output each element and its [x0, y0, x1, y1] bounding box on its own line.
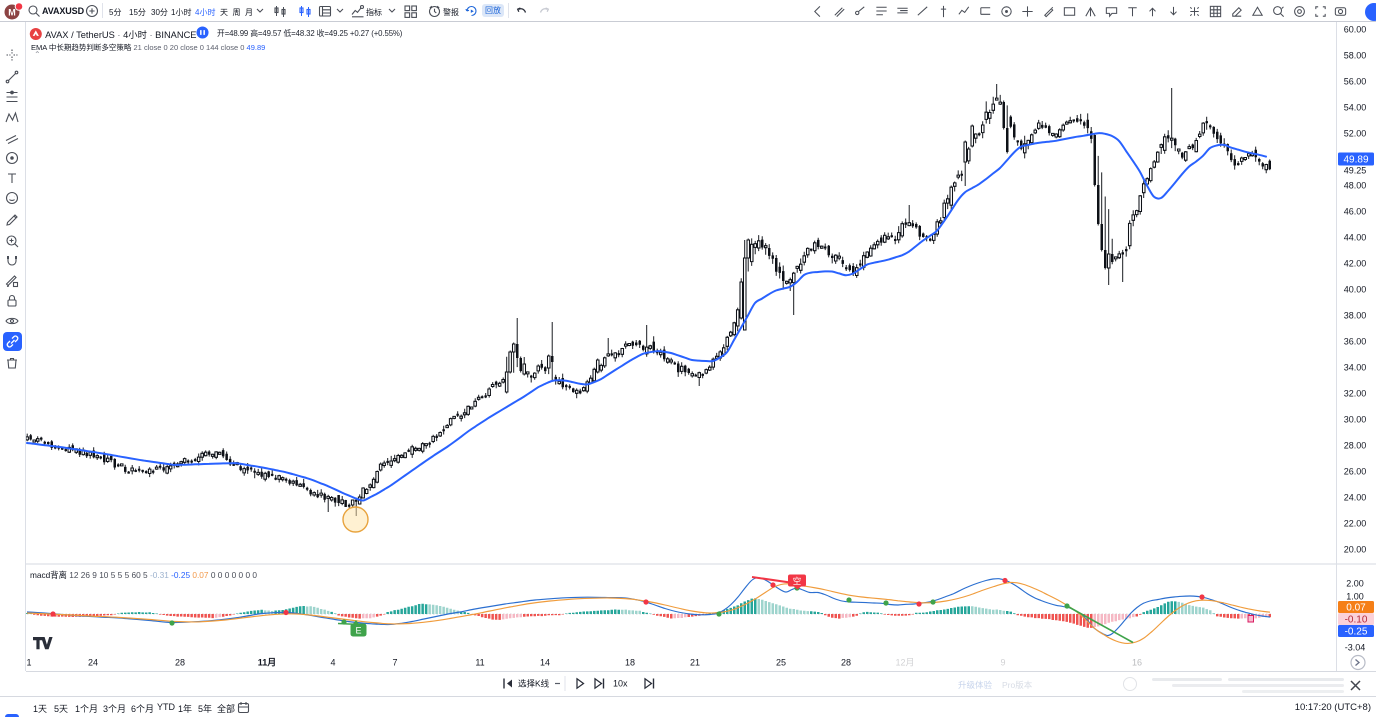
- svg-text:-3.04: -3.04: [1345, 643, 1366, 653]
- svg-text:60.00: 60.00: [1344, 25, 1367, 35]
- svg-text:11: 11: [475, 658, 484, 668]
- svg-text:54.00: 54.00: [1344, 103, 1367, 113]
- svg-text:E: E: [355, 626, 361, 636]
- svg-text:16: 16: [1132, 658, 1142, 668]
- svg-text:56.00: 56.00: [1344, 77, 1367, 87]
- svg-text:14: 14: [540, 658, 550, 668]
- svg-text:36.00: 36.00: [1344, 337, 1367, 347]
- svg-text:58.00: 58.00: [1344, 51, 1367, 61]
- svg-text:22.00: 22.00: [1344, 519, 1367, 529]
- svg-text:28: 28: [841, 658, 851, 668]
- svg-text:0.07: 0.07: [1346, 603, 1366, 614]
- svg-text:49.89: 49.89: [1343, 155, 1368, 166]
- svg-text:40.00: 40.00: [1344, 285, 1367, 295]
- svg-text:44.00: 44.00: [1344, 233, 1367, 243]
- svg-text:1.00: 1.00: [1346, 592, 1364, 602]
- svg-text:1: 1: [26, 658, 31, 668]
- svg-text:38.00: 38.00: [1344, 311, 1367, 321]
- svg-text:28.00: 28.00: [1344, 441, 1367, 451]
- svg-text:26.00: 26.00: [1344, 467, 1367, 477]
- svg-text:9: 9: [1000, 658, 1005, 668]
- svg-text:-0.25: -0.25: [1345, 627, 1368, 638]
- svg-text:空: 空: [793, 576, 802, 586]
- svg-text:32.00: 32.00: [1344, 389, 1367, 399]
- svg-text:34.00: 34.00: [1344, 363, 1367, 373]
- svg-text:30.00: 30.00: [1344, 415, 1367, 425]
- svg-text:M: M: [8, 7, 16, 17]
- svg-text:25: 25: [776, 658, 786, 668]
- svg-text:7: 7: [392, 658, 397, 668]
- svg-text:macd背离 12 26 9 10 5 5 5 60 5 -: macd背离 12 26 9 10 5 5 5 60 5 -0.31 -0.25…: [30, 570, 257, 580]
- svg-text:52.00: 52.00: [1344, 129, 1367, 139]
- svg-text:28: 28: [175, 658, 185, 668]
- svg-text:46.00: 46.00: [1344, 207, 1367, 217]
- svg-text:49.25: 49.25: [1344, 166, 1367, 176]
- svg-text:选择K线: 选择K线: [518, 679, 550, 689]
- svg-text:11月: 11月: [258, 658, 277, 668]
- svg-text:12月: 12月: [895, 658, 914, 668]
- svg-text:42.00: 42.00: [1344, 259, 1367, 269]
- svg-text:10x: 10x: [613, 679, 628, 689]
- svg-text:2.00: 2.00: [1346, 579, 1364, 589]
- svg-text:24.00: 24.00: [1344, 493, 1367, 503]
- svg-text:24: 24: [88, 658, 98, 668]
- svg-text:21: 21: [690, 658, 700, 668]
- svg-text:18: 18: [625, 658, 635, 668]
- svg-text:48.00: 48.00: [1344, 181, 1367, 191]
- svg-text:20.00: 20.00: [1344, 545, 1367, 555]
- svg-text:-0.10: -0.10: [1345, 615, 1368, 626]
- svg-text:4: 4: [330, 658, 335, 668]
